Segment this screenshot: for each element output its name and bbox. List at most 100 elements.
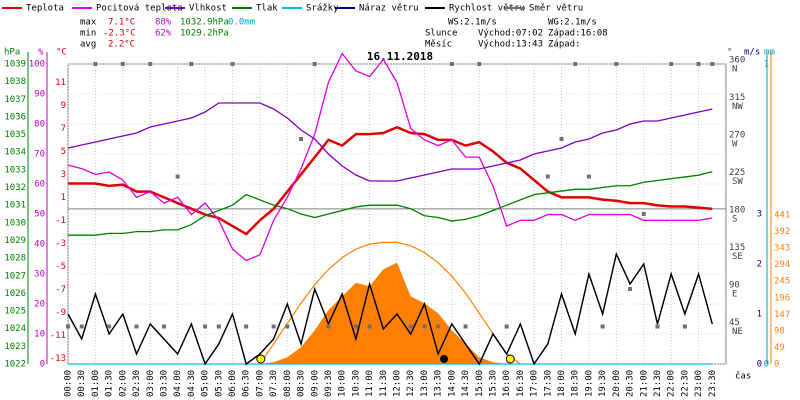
stat: 1032.9hPa — [180, 18, 229, 28]
x-tick-label: 22:00 — [667, 370, 677, 397]
x-tick-label: 18:30 — [571, 370, 581, 397]
x-tick-label: 19:00 — [584, 370, 594, 397]
x-tick-label: 06:00 — [228, 370, 238, 397]
y-tick-label: 1035 — [4, 130, 26, 140]
y-tick-label: 343 — [774, 244, 790, 254]
y-tick-label: 1037 — [4, 95, 26, 105]
y-tick-label: 180 — [729, 206, 745, 216]
direction-point — [134, 324, 139, 329]
direction-point — [285, 324, 290, 329]
y-tick-label: 1038 — [4, 77, 26, 87]
x-tick-label: 20:00 — [612, 370, 622, 397]
series-line — [67, 251, 713, 366]
y-tick-label: -3 — [55, 239, 66, 249]
axis-title: ° — [727, 48, 732, 58]
direction-point — [710, 62, 715, 66]
y-tick-label: 1025 — [4, 307, 26, 317]
series-line — [68, 171, 713, 236]
y-tick-label: 3 — [61, 170, 66, 180]
y-tick-label: 45 — [729, 318, 740, 328]
x-tick-label: 12:00 — [393, 370, 403, 397]
legend-label: Směr větru — [529, 4, 583, 14]
moon-event — [440, 355, 449, 363]
y-tick-label: 1039 — [4, 60, 26, 70]
x-tick-label: 14:00 — [447, 370, 457, 397]
info: Západ:16:08 — [548, 29, 608, 39]
x-tick-label: 08:00 — [283, 370, 293, 397]
y-tick-label: -5 — [55, 262, 66, 272]
direction-point — [600, 324, 605, 329]
y-tick-label: 0 — [774, 360, 779, 370]
y-tick-label: 0 — [40, 360, 45, 370]
y-tick-label: 147 — [774, 310, 790, 320]
y-tick-label: 9 — [61, 101, 66, 111]
compass-label: NE — [732, 327, 743, 337]
x-tick-label: 10:30 — [351, 370, 361, 397]
y-tick-label: 1030 — [4, 218, 26, 228]
x-tick-label: 05:30 — [214, 370, 224, 397]
y-tick-label: 80 — [34, 120, 45, 130]
stat: 7.1°C — [108, 18, 135, 28]
y-tick-label: 10 — [34, 330, 45, 340]
direction-point — [655, 324, 660, 329]
direction-point — [66, 324, 70, 329]
sun-event — [256, 354, 266, 364]
direction-point — [422, 324, 427, 329]
info: Měsíc — [425, 40, 452, 50]
direction-point — [216, 324, 221, 329]
y-tick-label: 225 — [729, 168, 745, 178]
x-tick-label: 07:30 — [269, 370, 279, 397]
direction-point — [120, 62, 125, 66]
y-tick-label: 11 — [55, 78, 66, 88]
direction-point — [628, 287, 633, 291]
x-tick-label: 10:00 — [338, 370, 348, 397]
direction-point — [299, 137, 304, 141]
stat: 2.2°C — [108, 40, 135, 50]
x-tick-label: 13:30 — [434, 370, 444, 397]
x-tick-label: 20:30 — [626, 370, 636, 397]
x-tick-label: 18:00 — [557, 370, 567, 397]
stat: 88% — [155, 18, 172, 28]
y-tick-label: -9 — [55, 308, 66, 318]
legend-label: Tlak — [256, 4, 278, 14]
info: WS:2.1m/s — [448, 18, 497, 28]
y-tick-label: 70 — [34, 150, 45, 160]
direction-point — [463, 324, 468, 329]
x-tick-label: 09:30 — [324, 370, 334, 397]
chart-title: 16.11.2018 — [367, 50, 433, 63]
y-tick-label: 100 — [29, 60, 45, 70]
x-tick-label: 16:00 — [502, 370, 512, 397]
x-tick-label: 14:30 — [461, 370, 471, 397]
x-tick-label: 04:30 — [187, 370, 197, 397]
axis-title: m/s — [744, 48, 760, 58]
x-tick-label: 15:30 — [488, 370, 498, 397]
y-tick-label: 1031 — [4, 201, 26, 211]
compass-label: SE — [732, 252, 743, 262]
legend-label: Vlhkost — [189, 4, 227, 14]
y-tick-label: 2 — [757, 260, 762, 270]
direction-point — [148, 62, 153, 66]
compass-label: N — [732, 65, 737, 75]
direction-point — [436, 324, 441, 329]
x-tick-label: 11:30 — [379, 370, 389, 397]
y-tick-label: -11 — [50, 331, 66, 341]
y-tick-label: 20 — [34, 300, 45, 310]
y-tick-label: 1029 — [4, 236, 26, 246]
direction-point — [545, 174, 550, 179]
axis-title: % — [38, 48, 44, 58]
direction-point — [175, 174, 180, 179]
x-tick-label: 02:30 — [132, 370, 142, 397]
legend-label: Teplota — [26, 4, 64, 14]
y-tick-label: 60 — [34, 180, 45, 190]
x-tick-label: 04:00 — [173, 370, 183, 397]
y-tick-label: -1 — [55, 216, 66, 226]
series-line — [68, 125, 713, 236]
y-tick-label: 1 — [61, 193, 66, 203]
direction-point — [573, 62, 578, 66]
y-tick-label: 196 — [774, 293, 790, 303]
y-tick-label: -7 — [55, 285, 66, 295]
direction-point — [682, 324, 687, 329]
y-tick-label: 49 — [774, 343, 785, 353]
y-tick-label: 270 — [729, 131, 745, 141]
y-tick-label: 1023 — [4, 342, 26, 352]
